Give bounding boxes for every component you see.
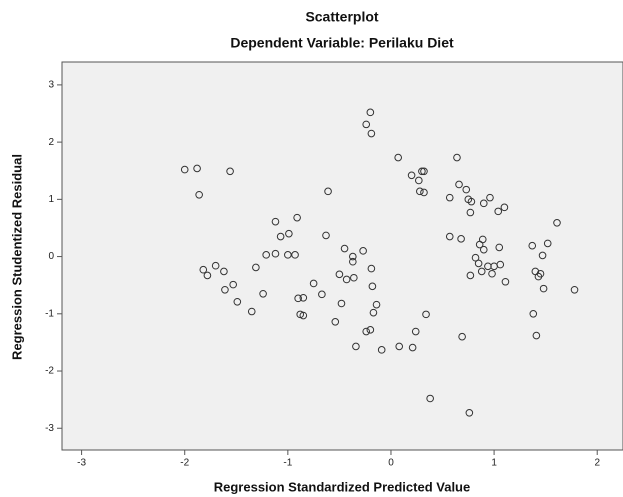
y-axis-label: Regression Studentized Residual [9, 154, 24, 360]
chart-subtitle: Dependent Variable: Perilaku Diet [230, 35, 454, 51]
x-tick-label: -3 [77, 458, 86, 469]
y-tick-label: -3 [45, 423, 54, 434]
y-tick-label: -1 [45, 308, 54, 319]
x-tick-label: -2 [180, 458, 189, 469]
x-tick-label: 0 [388, 458, 394, 469]
y-tick-label: 0 [48, 251, 54, 262]
chart-title: Scatterplot [305, 9, 378, 25]
y-tick-label: 2 [48, 137, 54, 148]
x-tick-label: -1 [283, 458, 292, 469]
y-tick-label: 1 [48, 194, 54, 205]
x-tick-label: 2 [594, 458, 600, 469]
chart: Scatterplot Dependent Variable: Perilaku… [0, 0, 623, 497]
x-tick-label: 1 [491, 458, 497, 469]
x-axis-label: Regression Standardized Predicted Value [214, 479, 470, 494]
y-tick-label: -2 [45, 366, 54, 377]
y-tick-label: 3 [48, 80, 54, 91]
